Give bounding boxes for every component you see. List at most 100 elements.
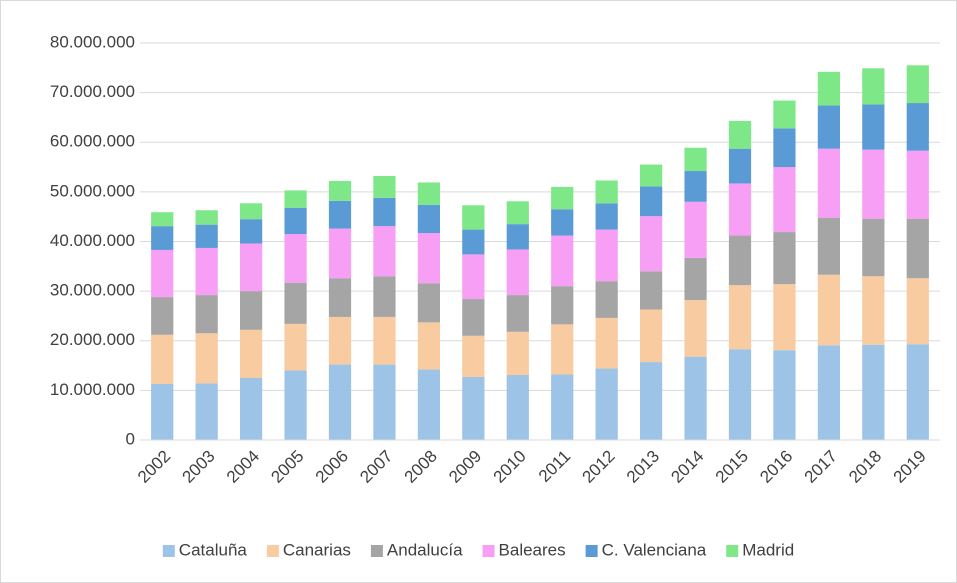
bar-segment [506, 224, 529, 250]
bar-segment [240, 377, 263, 440]
bar-segment [684, 257, 707, 301]
bar-segment [195, 210, 218, 225]
bar-segment [906, 344, 929, 440]
bar-segment [240, 219, 263, 244]
bar-segment [195, 247, 218, 296]
bar-segment [862, 276, 885, 345]
bar-segment [684, 201, 707, 258]
y-tick-label: 10.000.000 [50, 380, 135, 399]
bar-segment [506, 295, 529, 332]
bar-segment [373, 175, 396, 198]
bar-segment [506, 201, 529, 225]
bar-segment [773, 232, 796, 285]
bar-segment [551, 209, 574, 236]
legend-swatch [585, 545, 598, 557]
bar-segment [595, 368, 618, 440]
bar-segment [240, 291, 263, 330]
bar-segment [462, 229, 485, 255]
bar-segment [640, 186, 663, 217]
legend-swatch [482, 545, 495, 557]
bar-segment [728, 349, 752, 440]
bar-segment [906, 218, 929, 279]
bar-segment [462, 254, 485, 300]
bar-segment [240, 203, 263, 220]
bar-segment [551, 286, 574, 325]
bar-segment [506, 249, 529, 296]
legend-swatch [370, 545, 383, 557]
y-tick-label: 30.000.000 [50, 281, 135, 300]
legend-label: Cataluña [179, 540, 248, 559]
bar-segment [240, 329, 263, 378]
bar-segment [595, 180, 618, 204]
bar-segment [595, 281, 618, 318]
bar-segment [728, 148, 752, 184]
bar-segment [417, 369, 440, 440]
legend-label: Baleares [499, 540, 566, 559]
bar-segment [728, 285, 752, 350]
bar-segment [328, 200, 352, 229]
bar-segment [640, 309, 663, 363]
bar-segment [284, 282, 307, 324]
bar-segment [417, 182, 440, 205]
bar-segment [328, 228, 352, 279]
legend-swatch [266, 545, 279, 557]
bar-segment [773, 350, 796, 440]
bar-segment [240, 243, 263, 292]
bar-segment [373, 226, 396, 277]
bar-segment [328, 316, 352, 365]
bar-segment [506, 331, 529, 375]
bar-segment [551, 324, 574, 375]
bar-segment [151, 334, 174, 384]
bar-segment [595, 203, 618, 230]
bar-segment [151, 212, 174, 227]
bar-segment [906, 150, 929, 219]
legend-label: Canarias [283, 540, 351, 559]
bar-segment [862, 104, 885, 150]
bar-segment [773, 284, 796, 351]
bar-segment [817, 71, 840, 106]
y-tick-label: 40.000.000 [50, 231, 135, 250]
bar-segment [817, 345, 840, 440]
bar-segment [862, 149, 885, 219]
legend-label: C. Valenciana [602, 540, 707, 559]
legend-swatch [162, 545, 175, 557]
bar-segment [640, 271, 663, 310]
bar-segment [773, 167, 796, 233]
bar-segment [684, 171, 707, 202]
bar-segment [551, 374, 574, 440]
bar-segment [151, 226, 174, 250]
bar-segment [462, 376, 485, 440]
bar-segment [906, 65, 929, 104]
bar-segment [373, 364, 396, 440]
bar-segment [151, 249, 174, 298]
bar-segment [906, 103, 929, 151]
legend-label: Madrid [742, 540, 794, 559]
y-tick-label: 50.000.000 [50, 181, 135, 200]
bar-segment [728, 235, 752, 286]
bar-segment [640, 362, 663, 440]
bar-segment [684, 147, 707, 172]
bar-segment [462, 299, 485, 336]
bar-segment [328, 278, 352, 317]
bar-segment [551, 186, 574, 210]
bar-segment [284, 190, 307, 208]
bar-segment [817, 274, 840, 346]
bar-segment [595, 229, 618, 282]
y-tick-label: 0 [126, 429, 135, 448]
bar-segment [595, 317, 618, 369]
bar-segment [328, 180, 352, 201]
y-tick-label: 70.000.000 [50, 82, 135, 101]
bar-segment [195, 224, 218, 248]
bar-segment [462, 205, 485, 230]
bar-segment [728, 120, 752, 149]
bar-segment [640, 216, 663, 272]
bar-segment [417, 322, 440, 370]
bar-segment [328, 364, 352, 440]
bar-segment [640, 164, 663, 187]
bar-segment [417, 283, 440, 323]
bar-segment [151, 297, 174, 335]
bar-segment [373, 316, 396, 365]
bar-segment [373, 197, 396, 227]
bar-segment [773, 128, 796, 168]
